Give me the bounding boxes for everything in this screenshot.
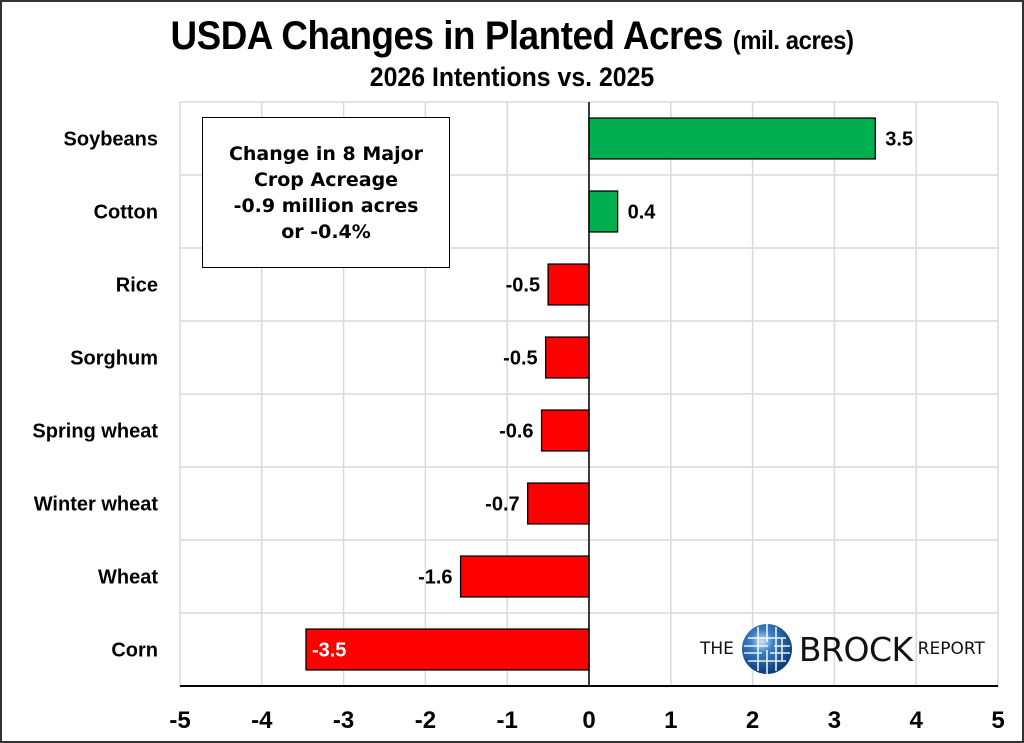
x-tick-label: -2 [415,707,436,734]
bars [305,117,876,671]
chart-subtitle: 2026 Intentions vs. 2025 [369,62,655,92]
category-label: Cotton [94,202,158,224]
bar-spring-wheat [540,409,590,452]
x-tick-label: 1 [664,707,677,734]
chart-title-unit: (mil. acres) [732,25,854,55]
x-tick-label: -4 [251,707,273,734]
category-label: Wheat [98,567,158,589]
value-label: -3.5 [312,640,346,662]
x-tick-label: -3 [333,707,354,734]
category-label: Sorghum [70,348,158,370]
logo-report: REPORT [917,639,985,659]
category-label: Rice [116,275,158,297]
bar-sorghum [544,336,590,379]
category-label: Corn [111,640,158,662]
x-tick-label: 0 [582,707,595,734]
x-tick-labels: -5 -4 -3 -2 -1 0 1 2 3 4 5 [169,707,1004,734]
x-tick-label: 2 [746,707,759,734]
x-tick-label: 5 [991,707,1004,734]
logo-the: THE [700,639,734,659]
x-tick-label: -5 [169,707,190,734]
x-tick-label: -1 [497,707,518,734]
annotation-box: Change in 8 Major Crop Acreage -0.9 mill… [202,117,450,268]
value-label: 3.5 [885,129,913,151]
value-label: -0.5 [506,275,540,297]
bar-corn [305,628,590,671]
value-labels: 3.5 0.4 -0.5 -0.5 -0.6 -0.7 -1.6 -3.5 [312,129,913,662]
logo-brock: BROCK [798,629,913,669]
category-label: Winter wheat [34,494,159,516]
value-label: -0.6 [499,421,533,443]
bar-soybeans [588,117,876,160]
category-label: Spring wheat [32,421,158,443]
category-label: Soybeans [64,129,158,151]
chart-title: USDA Changes in Planted Acres (mil. acre… [41,14,983,59]
axes [180,102,998,687]
annotation-line: or -0.4% [281,220,371,243]
globe-icon [741,624,792,674]
chart-title-text: USDA Changes in Planted Acres [170,14,723,58]
bar-wheat [459,555,590,598]
value-label: -0.7 [485,494,519,516]
value-label: 0.4 [628,202,657,224]
bar-winter-wheat [527,482,590,525]
brock-report-logo: THE BROCK REPORT [700,622,985,676]
value-label: -0.5 [503,348,537,370]
x-tick-label: 4 [910,707,924,734]
category-labels: Soybeans Cotton Rice Sorghum Spring wheat Win… [32,129,158,662]
value-label: -1.6 [418,567,452,589]
bar-rice [547,263,590,306]
x-tick-label: 3 [828,707,841,734]
bar-cotton [588,190,619,233]
annotation-line: -0.9 million acres [233,194,419,217]
annotation-line: Crop Acreage [253,168,399,191]
annotation-line: Change in 8 Major [228,142,424,165]
